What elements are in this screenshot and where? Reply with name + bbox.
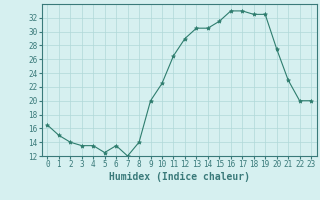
X-axis label: Humidex (Indice chaleur): Humidex (Indice chaleur) bbox=[109, 172, 250, 182]
